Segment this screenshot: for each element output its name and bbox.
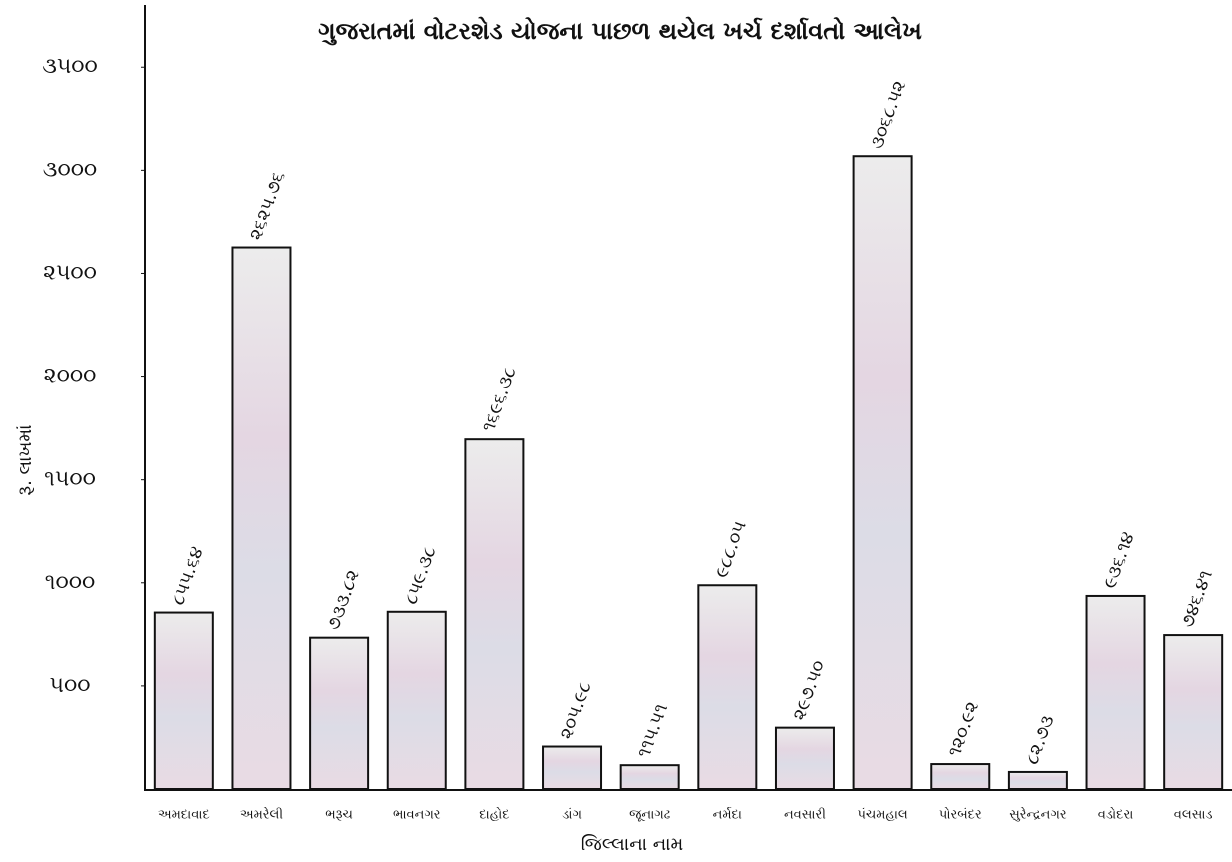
value-label: ૯૮૮.૦૫	[711, 518, 751, 581]
y-tick-label: ૨૦૦૦	[44, 364, 97, 389]
y-tick-label: ૩૦૦૦	[43, 157, 97, 182]
bar	[231, 246, 292, 791]
bar	[1163, 634, 1224, 790]
bar	[930, 763, 991, 790]
chart-title: ગુજરાતમાં વોટરશેડ યોજના પાછળ થયેલ ખર્ચ દ…	[318, 16, 922, 46]
value-label: ૨૬૨૫.૭૬	[245, 169, 289, 243]
bar	[542, 745, 603, 790]
y-axis-label: રૂ. લાખમાં	[15, 425, 36, 496]
bar	[386, 610, 447, 791]
y-tick-label: ૧૫૦૦	[44, 467, 96, 492]
value-label: ૮૫૫.૬૪	[167, 544, 207, 608]
value-label: ૨૦૫.૯૮	[556, 679, 596, 742]
y-tick-label: ૩૫૦૦	[42, 54, 98, 79]
y-tick-label: ૫૦૦	[50, 673, 91, 698]
x-tick-label: પંચમહાલ	[857, 808, 907, 823]
value-label: ૨૯૭.૫૦	[789, 657, 830, 723]
y-tick-label: ૧૦૦૦	[45, 570, 96, 595]
x-tick-label: અમરેલી	[240, 806, 283, 822]
value-label: ૯૩૬.૧૪	[1099, 529, 1139, 591]
bar	[1085, 594, 1146, 790]
value-label: ૧૬૯૬.૩૮	[478, 364, 521, 434]
bar	[697, 584, 758, 790]
value-label: ૭૪૬.૪૧	[1177, 567, 1217, 630]
value-label: ૩૦૬૮.૫૨	[866, 77, 910, 151]
x-tick-label: પોરબંદર	[939, 807, 982, 823]
bar	[1007, 770, 1068, 791]
y-tick-label: ૨૫૦૦	[43, 260, 97, 285]
x-tick-label: નવસારી	[784, 807, 826, 823]
x-tick-label: નર્મદા	[713, 807, 742, 823]
x-tick-label: વલસાડ	[1174, 808, 1213, 823]
bar	[309, 636, 370, 791]
bar	[464, 438, 525, 790]
value-label: ૮૫૯.૩૮	[400, 544, 440, 608]
x-tick-label: અમદાવાદ	[158, 808, 210, 823]
value-label: ૭૩૩.૮૨	[323, 567, 364, 633]
value-label: ૧૧૫.૫૧	[633, 701, 672, 761]
x-tick-label: દાહોદ	[479, 807, 509, 823]
bar	[852, 155, 913, 790]
value-label: ૧૨૦.૯૨	[944, 698, 983, 759]
x-tick-label: ભરૂચ	[325, 808, 353, 823]
x-tick-label: વડોદરા	[1098, 807, 1134, 823]
x-axis-label: જિલ્લાના નામ	[581, 834, 684, 855]
x-tick-label: જૂનાગઢ	[629, 808, 670, 823]
bar	[774, 726, 835, 791]
bar	[153, 611, 214, 790]
x-tick-label: ડાંગ	[562, 808, 582, 823]
x-tick-label: સુરેન્દ્રનગર	[1009, 806, 1067, 822]
bar	[619, 764, 680, 791]
value-label: ૮૨.૭૩	[1022, 713, 1059, 768]
x-tick-label: ભાવનગર	[393, 808, 441, 823]
